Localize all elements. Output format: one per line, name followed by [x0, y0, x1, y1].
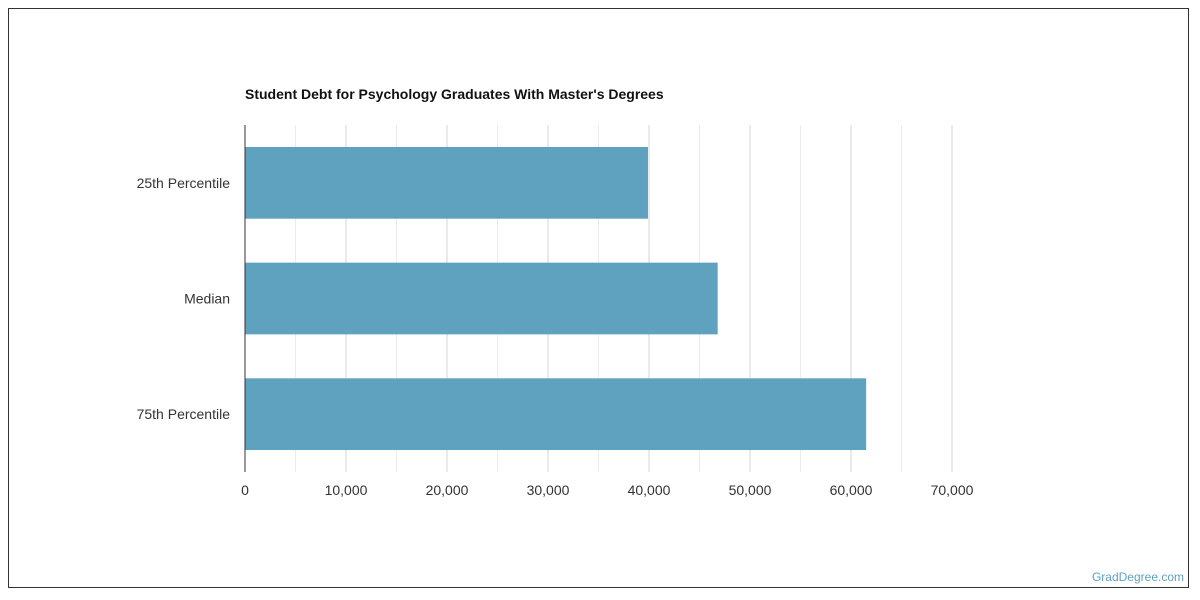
bar-75th-percentile — [245, 378, 867, 451]
x-tick-label: 0 — [241, 482, 249, 498]
x-tick-label: 70,000 — [931, 482, 974, 498]
category-label: 75th Percentile — [137, 406, 231, 422]
watermark-link[interactable]: GradDegree.com — [1091, 570, 1184, 584]
bar-25th-percentile — [245, 146, 648, 219]
category-label: Median — [184, 291, 230, 307]
category-label: 25th Percentile — [137, 175, 231, 191]
x-tick-label: 50,000 — [729, 482, 772, 498]
x-tick-label: 30,000 — [527, 482, 570, 498]
x-tick-label: 60,000 — [830, 482, 873, 498]
x-tick-label: 10,000 — [325, 482, 368, 498]
x-tick-label: 20,000 — [426, 482, 469, 498]
chart-title: Student Debt for Psychology Graduates Wi… — [245, 86, 664, 102]
x-tick-label: 40,000 — [628, 482, 671, 498]
bar-median — [245, 262, 718, 335]
